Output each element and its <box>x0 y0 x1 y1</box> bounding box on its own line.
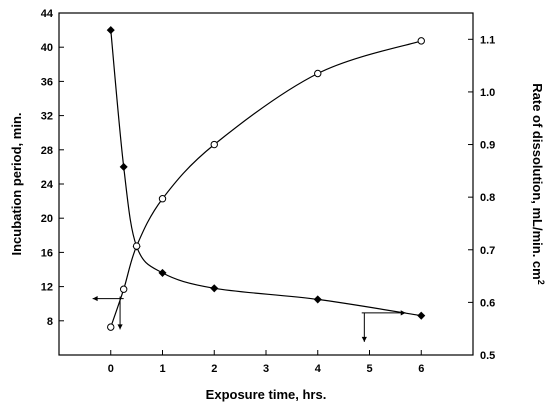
series-1-point <box>417 311 426 320</box>
series-2-point <box>119 285 128 293</box>
series-1-point <box>210 284 219 293</box>
y-right-tick-label: 0.5 <box>480 350 495 362</box>
series-1-point <box>313 295 322 304</box>
y-left-tick-label: 24 <box>41 179 54 191</box>
y-left-tick-label: 28 <box>41 145 53 157</box>
y-left-tick-label: 32 <box>41 111 53 123</box>
series-1-point <box>119 162 128 171</box>
x-axis-title: Exposure time, hrs. <box>206 387 327 402</box>
left-axis-drop-arrow-head <box>117 324 123 330</box>
curves <box>110 30 422 328</box>
series-1-point <box>106 26 115 35</box>
x-tick-label: 5 <box>366 363 372 375</box>
y-left-axis: 8 12 16 20 24 28 32 36 40 44 <box>41 8 64 328</box>
plot-frame <box>58 12 474 356</box>
series-1-curve <box>110 30 422 317</box>
x-tick-label: 3 <box>263 363 269 375</box>
axis-arrows <box>92 295 406 342</box>
x-tick-label: 4 <box>315 363 322 375</box>
y-left-tick-label: 20 <box>41 213 53 225</box>
x-tick-label: 6 <box>418 363 424 375</box>
series-2-curve <box>110 40 422 328</box>
series-1-point <box>158 268 167 277</box>
y-right-tick-label: 1.0 <box>480 87 495 99</box>
right-axis-drop-arrow-head <box>361 336 367 342</box>
y-right-axis: 0.5 0.6 0.7 0.8 0.9 1.0 1.1 <box>468 34 495 362</box>
left-axis-pointer-arrow-head <box>92 295 98 302</box>
y-right-tick-label: 0.7 <box>480 245 495 257</box>
series-2-point <box>107 323 115 331</box>
x-tick-label: 0 <box>108 363 114 375</box>
y-left-tick-label: 16 <box>41 247 53 259</box>
series-2-point <box>417 37 425 45</box>
y-left-axis-title: Incubation period, min. <box>9 113 24 256</box>
y-right-axis-title: Rate of dissolution, mL/min. cm2 <box>530 83 546 284</box>
y-right-axis-title-superscript: 2 <box>536 280 546 285</box>
y-left-tick-label: 12 <box>41 282 53 294</box>
y-left-tick-label: 36 <box>41 76 53 88</box>
x-tick-label: 1 <box>159 363 165 375</box>
y-left-tick-label: 8 <box>47 316 53 328</box>
series-2-point <box>132 242 141 250</box>
y-right-tick-label: 0.9 <box>480 140 495 152</box>
y-left-tick-label: 40 <box>41 42 53 54</box>
right-axis-pointer-arrow-head <box>400 310 406 316</box>
y-right-tick-label: 1.1 <box>480 34 495 46</box>
x-tick-label: 2 <box>211 363 217 375</box>
y-left-tick-label: 44 <box>41 8 54 20</box>
series-2-point <box>158 195 167 203</box>
y-right-tick-label: 0.8 <box>480 192 495 204</box>
series-2-point <box>314 69 322 78</box>
series-2-point <box>210 140 218 149</box>
y-right-axis-title-text: Rate of dissolution, mL/min. cm <box>530 83 545 279</box>
y-right-tick-label: 0.6 <box>480 297 495 309</box>
markers <box>106 26 426 331</box>
x-axis: 0 1 2 3 4 5 6 <box>108 350 424 375</box>
